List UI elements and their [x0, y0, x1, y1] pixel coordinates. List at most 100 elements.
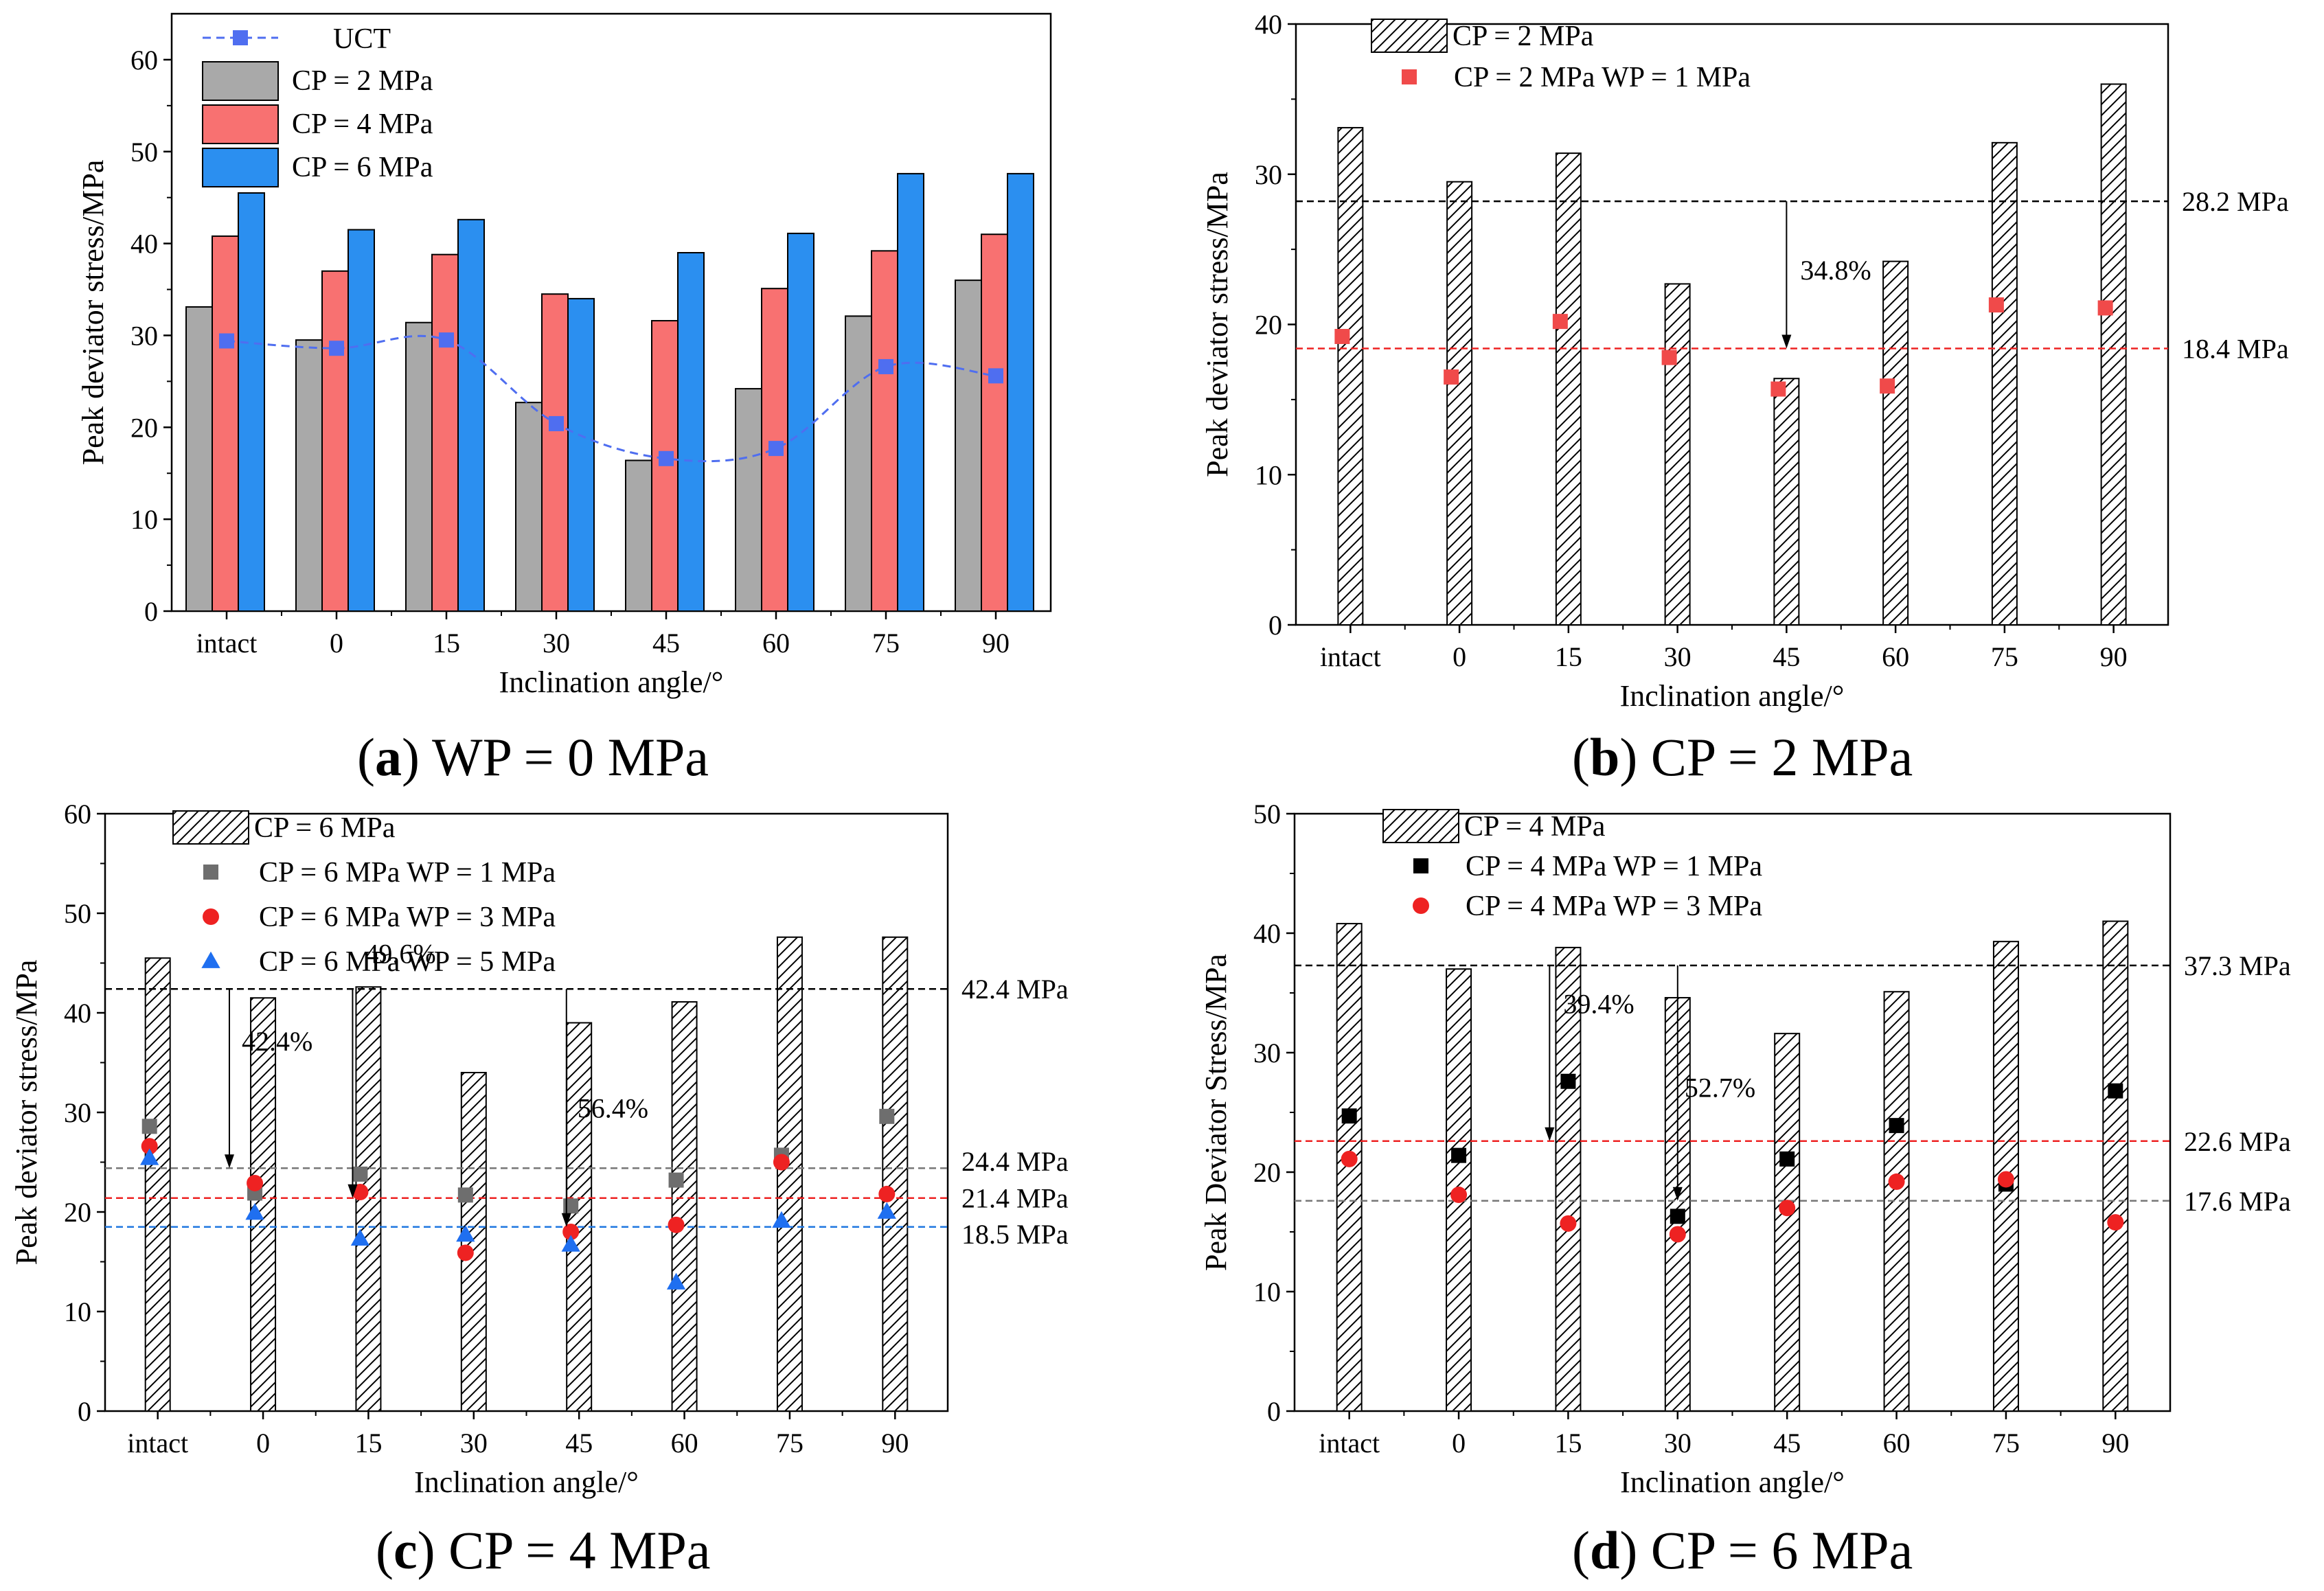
- x-tick-label: 0: [1452, 641, 1466, 672]
- legend-marker: [203, 908, 219, 925]
- reference-line-label: 18.4 MPa: [2182, 334, 2289, 365]
- legend-label: CP = 2 MPa: [1452, 21, 1594, 52]
- data-point-square: [1880, 378, 1895, 394]
- hatched-bar: [460, 1072, 487, 1412]
- data-point-square: [563, 1198, 579, 1214]
- y-tick-label: 0: [1268, 610, 1282, 641]
- caption-c-label: c: [393, 1520, 418, 1580]
- y-tick-label: 40: [1253, 918, 1281, 949]
- legend-label: CP = 2 MPa WP = 1 MPa: [1454, 62, 1751, 93]
- bar-cp-4-mpa: [541, 293, 569, 612]
- uct-point: [988, 368, 1003, 384]
- x-tick-label: intact: [196, 628, 258, 659]
- x-tick-label: 0: [256, 1428, 270, 1458]
- y-tick-label: 60: [64, 799, 91, 829]
- hatched-bar: [1555, 946, 1582, 1412]
- data-point-square: [1770, 381, 1786, 397]
- data-point-square: [1444, 369, 1459, 385]
- bar-cp-2-mpa: [405, 321, 433, 612]
- x-tick-label: 45: [1773, 641, 1800, 672]
- data-point-square: [1670, 1209, 1685, 1224]
- data-point-square: [2108, 1083, 2123, 1099]
- x-axis-label: Inclination angle/°: [1620, 679, 1845, 713]
- bar-cp-4-mpa: [431, 253, 459, 612]
- uct-point: [439, 332, 454, 348]
- legend-label: CP = 6 MPa WP = 5 MPa: [259, 946, 556, 978]
- y-tick-label: 40: [1255, 9, 1282, 40]
- bar-cp-4-mpa: [212, 235, 239, 612]
- data-point-square: [141, 1119, 157, 1134]
- x-tick-label: intact: [127, 1428, 188, 1458]
- y-tick-label: 0: [78, 1396, 91, 1427]
- x-axis-label: Inclination angle/°: [499, 665, 724, 699]
- reference-line-label: 22.6 MPa: [2184, 1126, 2291, 1157]
- reduction-arrowhead: [348, 1184, 358, 1198]
- legend-label: CP = 4 MPa: [1464, 811, 1606, 843]
- y-tick-label: 10: [1253, 1277, 1281, 1307]
- x-tick-label: 90: [2101, 1428, 2129, 1458]
- caption-c: (c) CP = 4 MPa: [376, 1520, 711, 1580]
- caption-c-text: ) CP = 4 MPa: [417, 1520, 711, 1580]
- x-tick-label: 15: [1555, 641, 1582, 672]
- data-point-square: [1341, 1108, 1357, 1124]
- hatched-bar: [144, 957, 171, 1412]
- data-point-circle: [1341, 1150, 1358, 1167]
- data-point-circle: [1779, 1200, 1796, 1217]
- x-tick-label: 30: [543, 628, 570, 659]
- reduction-arrowhead: [224, 1154, 234, 1169]
- caption-b-label: b: [1589, 727, 1620, 787]
- x-tick-label: 45: [652, 628, 680, 659]
- y-tick-label: 40: [64, 998, 91, 1029]
- bar-cp-2-mpa: [845, 315, 872, 612]
- chart-panel-b: 0 10 20 30 40 intact 0 15 30 45 60 75 90 Inclination …: [1162, 0, 2324, 790]
- data-point-circle: [457, 1244, 474, 1261]
- uct-point: [329, 341, 344, 356]
- x-tick-label: 30: [460, 1428, 488, 1458]
- legend-label: CP = 6 MPa: [292, 152, 433, 183]
- data-point-square: [1451, 1147, 1467, 1163]
- data-point-triangle: [350, 1228, 370, 1246]
- x-tick-label: 30: [1664, 1428, 1691, 1458]
- data-point-triangle: [877, 1202, 896, 1219]
- reduction-label: 34.8%: [1800, 255, 1871, 286]
- caption-a-text: ) WP = 0 MPa: [401, 727, 709, 787]
- legend-label: CP = 4 MPa WP = 1 MPa: [1466, 851, 1762, 882]
- data-point-circle: [668, 1216, 685, 1233]
- y-tick-label: 30: [130, 320, 158, 351]
- caption-d: (d) CP = 6 MPa: [1572, 1520, 1913, 1580]
- caption-d-label: d: [1589, 1520, 1620, 1580]
- legend-marker: [1402, 69, 1417, 84]
- data-point-circle: [141, 1138, 158, 1155]
- uct-point: [878, 358, 893, 374]
- hatched-bar: [1337, 126, 1364, 626]
- hatched-bar: [1664, 283, 1691, 626]
- legend-label: CP = 2 MPa: [292, 65, 433, 97]
- caption-d-text: ) CP = 6 MPa: [1619, 1520, 1913, 1580]
- uct-line: [226, 334, 996, 463]
- hatched-bar: [671, 1001, 698, 1412]
- x-tick-label: 60: [762, 628, 790, 659]
- uct-point: [549, 415, 564, 431]
- legend-marker: [1413, 897, 1429, 914]
- data-point-circle: [878, 1185, 896, 1202]
- reference-line-label: 28.2 MPa: [2182, 186, 2289, 217]
- legend-label: CP = 4 MPa: [292, 108, 433, 140]
- hatched-bar: [1774, 1033, 1801, 1412]
- y-tick-label: 40: [130, 229, 158, 260]
- reduction-arrowhead: [1545, 1127, 1555, 1141]
- reduction-label: 56.4%: [578, 1092, 648, 1123]
- x-tick-label: intact: [1319, 1428, 1380, 1458]
- reference-line-label: 21.4 MPa: [961, 1183, 1069, 1214]
- chart-d-svg: 0 10 20 30 40 50 intact 0 15 30 45 60 75 90 Inclinatio…: [1199, 799, 2291, 1499]
- data-point-circle: [1888, 1173, 1905, 1190]
- x-tick-label: 45: [565, 1428, 593, 1458]
- bar-cp-2-mpa: [735, 388, 762, 612]
- bar-cp-6-mpa: [897, 172, 924, 612]
- hatched-bar: [882, 936, 909, 1412]
- y-tick-label: 10: [1255, 459, 1282, 490]
- hatched-bar: [2102, 920, 2129, 1412]
- y-tick-label: 60: [130, 45, 158, 76]
- caption-b-text: ) CP = 2 MPa: [1619, 727, 1913, 787]
- x-tick-label: 15: [1554, 1428, 1582, 1458]
- data-point-square: [1661, 350, 1677, 365]
